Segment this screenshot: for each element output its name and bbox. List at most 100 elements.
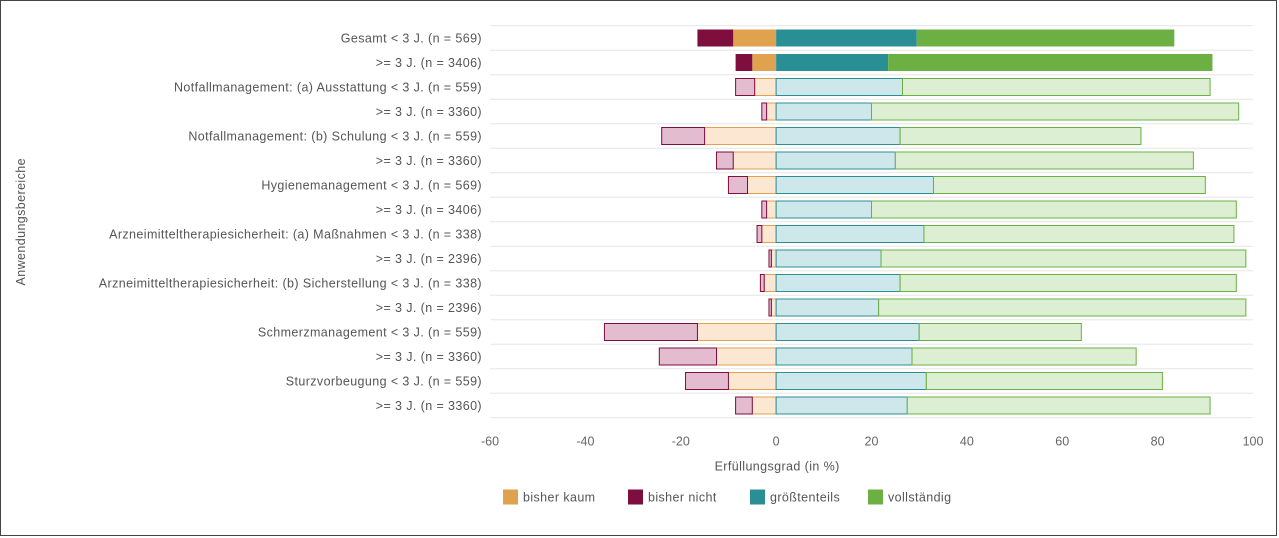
bar-bisher-nicht[interactable] — [661, 127, 706, 145]
bar-bisher-nicht[interactable] — [756, 225, 763, 243]
category-label: >= 3 J. (n = 3406) — [376, 56, 482, 70]
bar-bisher-nicht[interactable] — [761, 102, 768, 121]
x-axis-ticks: -60 -40 -20 0 20 40 60 80 100 — [481, 435, 1264, 449]
bar-größtenteils[interactable] — [775, 396, 908, 415]
bar-bisher-nicht[interactable] — [716, 151, 734, 170]
bar-vollständig[interactable] — [894, 151, 1194, 170]
category-label: Arzneimitteltherapiesicherheit: (a) Maßn… — [109, 228, 482, 242]
grid-lines — [490, 25, 1253, 419]
bar-vollständig[interactable] — [880, 249, 1247, 268]
category-label: >= 3 J. (n = 3360) — [376, 105, 482, 119]
x-tick-label: 60 — [1055, 435, 1069, 449]
bar-vollständig[interactable] — [871, 102, 1240, 121]
bar-größtenteils[interactable] — [775, 323, 920, 341]
bar-bisher-nicht[interactable] — [735, 54, 753, 71]
legend-label: vollständig — [888, 491, 951, 505]
category-label: Gesamt < 3 J. (n = 569) — [341, 32, 482, 46]
legend-item-bisher-kaum[interactable]: bisher kaum — [503, 489, 596, 505]
bar-bisher-kaum[interactable] — [754, 78, 777, 96]
bar-bisher-nicht[interactable] — [603, 323, 698, 341]
category-label: >= 3 J. (n = 3360) — [376, 154, 482, 168]
bar-größtenteils[interactable] — [775, 298, 880, 317]
bar-größtenteils[interactable] — [775, 347, 913, 366]
legend-swatch — [868, 489, 883, 505]
bar-größtenteils[interactable] — [775, 225, 925, 243]
bar-vollständig[interactable] — [901, 78, 1211, 96]
bar-bisher-kaum[interactable] — [766, 102, 777, 121]
category-label: Notfallmanagement: (b) Schulung < 3 J. (… — [188, 130, 482, 144]
bar-bisher-nicht[interactable] — [759, 274, 765, 292]
bar-bisher-nicht[interactable] — [768, 249, 772, 268]
bar-vollständig[interactable] — [923, 225, 1235, 243]
bar-bisher-kaum[interactable] — [752, 54, 777, 71]
x-tick-label: 40 — [960, 435, 974, 449]
bar-größtenteils[interactable] — [775, 151, 896, 170]
bar-größtenteils[interactable] — [775, 200, 872, 219]
legend-label: größtenteils — [770, 491, 840, 505]
bar-größtenteils[interactable] — [775, 274, 901, 292]
bar-bisher-kaum[interactable] — [696, 323, 777, 341]
bars — [603, 29, 1247, 415]
legend-item-bisher-nicht[interactable]: bisher nicht — [628, 489, 717, 505]
bar-bisher-kaum[interactable] — [747, 176, 777, 194]
bar-bisher-kaum[interactable] — [732, 151, 777, 170]
bar-bisher-nicht[interactable] — [727, 176, 749, 194]
bar-bisher-kaum[interactable] — [716, 347, 777, 366]
bar-vollständig[interactable] — [899, 127, 1142, 145]
bar-vollständig[interactable] — [918, 323, 1082, 341]
bar-bisher-kaum[interactable] — [727, 372, 777, 390]
bar-vollständig[interactable] — [888, 54, 1213, 71]
bar-bisher-nicht[interactable] — [768, 298, 772, 317]
legend-item-vollständig[interactable]: vollständig — [868, 489, 951, 505]
bar-vollständig[interactable] — [899, 274, 1237, 292]
bar-vollständig[interactable] — [932, 176, 1206, 194]
bar-größtenteils[interactable] — [775, 176, 934, 194]
x-tick-label: 0 — [773, 435, 780, 449]
x-tick-label: -40 — [576, 435, 594, 449]
legend-swatch — [628, 489, 643, 505]
bar-bisher-kaum[interactable] — [770, 249, 777, 268]
bar-bisher-nicht[interactable] — [735, 78, 756, 96]
legend[interactable]: bisher kaum bisher nicht größtenteils volls… — [503, 489, 951, 505]
category-label: >= 3 J. (n = 2396) — [376, 301, 482, 315]
bar-vollständig[interactable] — [916, 29, 1175, 47]
y-axis-title: Anwendungsbereiche — [14, 158, 28, 285]
bar-vollständig[interactable] — [906, 396, 1211, 415]
bar-größtenteils[interactable] — [775, 78, 903, 96]
bar-größtenteils[interactable] — [775, 372, 927, 390]
bar-bisher-kaum[interactable] — [733, 29, 777, 47]
bar-größtenteils[interactable] — [775, 102, 872, 121]
legend-item-größtenteils[interactable]: größtenteils — [750, 489, 840, 505]
bar-bisher-nicht[interactable] — [685, 372, 729, 390]
bar-vollständig[interactable] — [878, 298, 1247, 317]
category-labels: Gesamt < 3 J. (n = 569) >= 3 J. (n = 3406… — [99, 32, 482, 414]
bar-größtenteils[interactable] — [776, 29, 917, 47]
bar-größtenteils[interactable] — [775, 249, 882, 268]
bar-bisher-kaum[interactable] — [751, 396, 777, 415]
bar-bisher-kaum[interactable] — [761, 225, 777, 243]
bar-vollständig[interactable] — [911, 347, 1137, 366]
bar-vollständig[interactable] — [925, 372, 1163, 390]
category-label: >= 3 J. (n = 3360) — [376, 399, 482, 413]
bar-bisher-kaum[interactable] — [763, 274, 777, 292]
category-label: Arzneimitteltherapiesicherheit: (b) Sich… — [99, 277, 482, 291]
category-label: >= 3 J. (n = 3360) — [376, 350, 482, 364]
bar-bisher-kaum[interactable] — [766, 200, 777, 219]
legend-label: bisher nicht — [648, 491, 717, 505]
bar-bisher-nicht[interactable] — [761, 200, 768, 219]
category-label: Sturzvorbeugung < 3 J. (n = 559) — [286, 375, 482, 389]
legend-swatch — [750, 489, 765, 505]
bar-bisher-kaum[interactable] — [770, 298, 777, 317]
bar-größtenteils[interactable] — [775, 127, 901, 145]
x-tick-label: 20 — [865, 435, 879, 449]
bar-bisher-nicht[interactable] — [697, 29, 734, 47]
category-label: Notfallmanagement: (a) Ausstattung < 3 J… — [174, 81, 482, 95]
bar-vollständig[interactable] — [871, 200, 1237, 219]
bar-größtenteils[interactable] — [776, 54, 889, 71]
bar-bisher-nicht[interactable] — [658, 347, 718, 366]
category-label: Hygienemanagement < 3 J. (n = 569) — [261, 179, 482, 193]
bar-bisher-nicht[interactable] — [735, 396, 753, 415]
bar-bisher-kaum[interactable] — [704, 127, 777, 145]
category-label: >= 3 J. (n = 3406) — [376, 203, 482, 217]
